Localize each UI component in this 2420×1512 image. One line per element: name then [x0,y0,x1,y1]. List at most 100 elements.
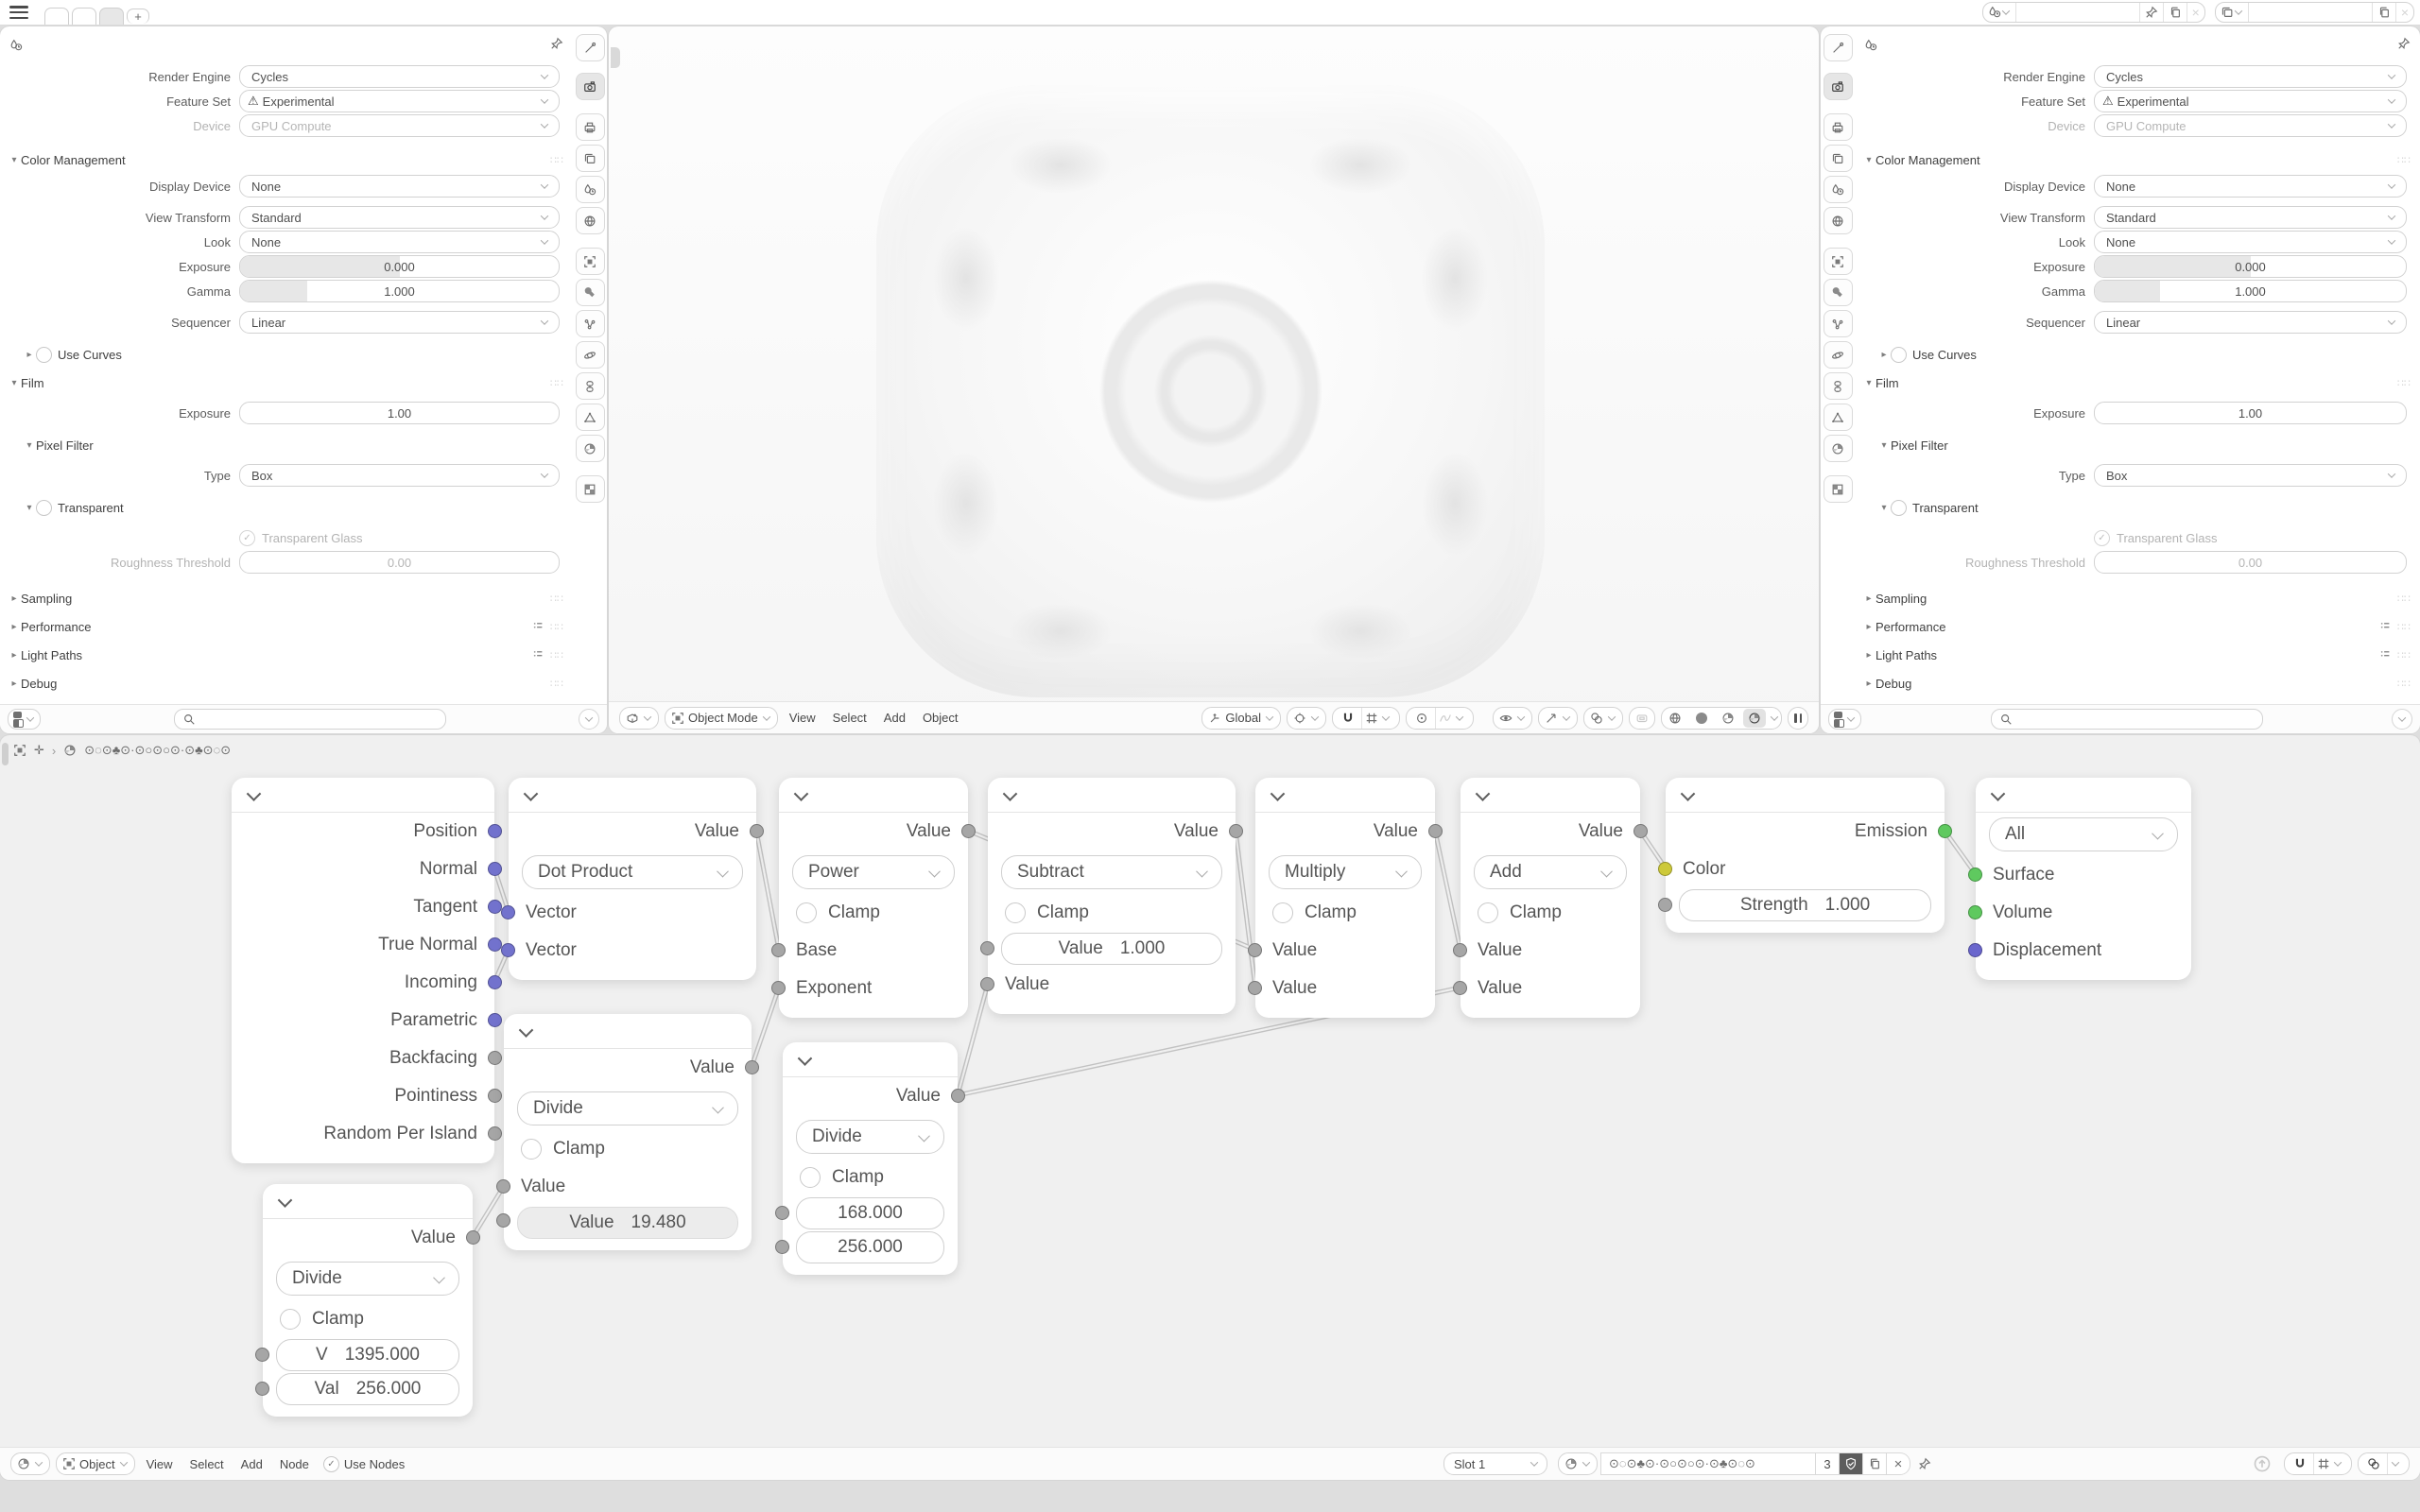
roughness-threshold-field[interactable]: 0.00 [2094,551,2407,574]
clamp-checkbox[interactable] [280,1309,301,1330]
node-vector-math-dot[interactable]: Value Dot Product Vector Vector [501,778,764,980]
sequencer-select[interactable]: Linear [2094,311,2407,334]
socket-true-normal[interactable] [488,937,502,952]
scene-browse-button[interactable] [1983,3,2016,22]
socket-value-1[interactable] [1453,943,1467,957]
value-field[interactable]: Value 1.000 [1001,933,1222,965]
collapse-chevron-icon[interactable] [1475,785,1491,801]
props-tab-constraints[interactable] [1823,372,1853,400]
props-tab-texture[interactable] [575,475,605,503]
proportional-falloff[interactable] [1435,707,1467,729]
color-management-section[interactable]: ▾ Color Management ∷∷ [0,146,573,174]
pixel-filter-section[interactable]: ▾ Pixel Filter [0,431,573,459]
workspace-tab-add-button[interactable]: + [127,9,149,24]
operation-dropdown[interactable]: Divide [796,1120,944,1154]
workspace-tab-3[interactable] [99,8,124,25]
socket-value-out[interactable] [745,1060,759,1074]
socket-value-out[interactable] [1428,824,1443,838]
props-tab-world[interactable] [575,207,605,234]
debug-section[interactable]: ▸ Debug ∷∷ [1855,669,2420,697]
snap-settings[interactable] [2313,1453,2345,1474]
look-select[interactable]: None [2094,231,2407,253]
workspace-tab-1[interactable] [44,8,69,25]
film-exposure-field[interactable]: 1.00 [2094,402,2407,424]
socket-volume[interactable] [1968,905,1982,919]
props-tab-scene[interactable] [1823,176,1853,203]
scene-name-field[interactable] [2016,3,2140,22]
film-section[interactable]: ▾ Film ∷∷ [0,369,573,397]
view-layer-name-field[interactable] [2249,3,2373,22]
props-tab-output[interactable] [1823,113,1853,141]
socket-color[interactable] [1658,862,1672,876]
menu-select[interactable]: Select [832,711,867,725]
xray-toggle[interactable] [1629,706,1655,730]
scene-delete-button[interactable]: × [2187,3,2204,22]
roughness-threshold-field[interactable]: 0.00 [239,551,560,574]
render-engine-select[interactable]: Cycles [2094,65,2407,88]
socket-surface[interactable] [1968,868,1982,882]
render-engine-select[interactable]: Cycles [239,65,560,88]
props-tab-physics[interactable] [575,341,605,369]
view-transform-select[interactable]: Standard [239,206,560,229]
drag-dots-icon[interactable]: ∷∷ [550,678,563,690]
use-curves-section[interactable]: ▸ Use Curves [0,340,573,369]
operation-dropdown[interactable]: Divide [276,1262,459,1296]
pin-icon[interactable] [1918,1457,1931,1470]
menu-add[interactable]: Add [240,1456,263,1471]
strength-field[interactable]: Strength 1.000 [1679,889,1931,921]
node-editor-scroll-nub[interactable] [2,743,9,765]
editor-type-selector[interactable] [10,1452,50,1475]
socket-value-out[interactable] [1634,824,1648,838]
new-material-button[interactable] [1863,1452,1887,1475]
material-browse-button[interactable] [1558,1452,1598,1475]
socket-base[interactable] [771,943,786,957]
film-section[interactable]: ▾ Film ∷∷ [1855,369,2420,397]
socket-vector-2[interactable] [501,943,515,957]
socket-value-2[interactable] [1453,981,1467,995]
clamp-checkbox[interactable] [800,1167,821,1188]
props-tab-material[interactable] [1823,435,1853,462]
shading-rendered-button[interactable] [1743,708,1766,728]
clamp-checkbox[interactable] [521,1139,542,1160]
device-select[interactable]: GPU Compute [2094,114,2407,137]
props-tab-object[interactable] [575,248,605,275]
visibility-dropdown[interactable] [1493,706,1532,730]
props-tab-tool[interactable] [1823,34,1853,61]
drag-dots-icon[interactable]: ∷∷ [2397,593,2411,605]
search-input[interactable] [173,709,446,730]
node-emission[interactable]: Emission Color Strength 1.000 [1658,778,1952,933]
debug-section[interactable]: ▸ Debug ∷∷ [0,669,573,697]
overlays-dropdown[interactable] [1583,706,1623,730]
mode-selector[interactable]: Object Mode [665,706,778,730]
menu-view[interactable]: View [788,711,816,725]
gamma-slider[interactable]: 1.000 [239,280,560,302]
drag-dots-icon[interactable]: ∷∷ [2397,649,2411,662]
props-tab-modifiers[interactable] [575,279,605,306]
view-transform-select[interactable]: Standard [2094,206,2407,229]
sequencer-select[interactable]: Linear [239,311,560,334]
film-exposure-field[interactable]: 1.00 [239,402,560,424]
socket-parametric[interactable] [488,1013,502,1027]
collapse-chevron-icon[interactable] [277,1192,293,1208]
socket-value-1[interactable] [496,1179,510,1194]
collapse-chevron-icon[interactable] [246,785,262,801]
socket-normal[interactable] [488,862,502,876]
menu-add[interactable]: Add [883,711,906,725]
props-tab-constraints[interactable] [575,372,605,400]
snap-toggle[interactable] [1339,708,1357,729]
collapse-chevron-icon[interactable] [518,1022,534,1038]
props-tab-physics[interactable] [1823,341,1853,369]
editor-type-selector[interactable] [619,706,659,730]
node-math-power[interactable]: Value Power Clamp Base Exponent [771,778,976,1018]
material-name-field[interactable]: ⊙◌⊙♣⊙·⊙○⊙○⊙·⊙♣⊙◌⊙ [1600,1452,1816,1475]
feature-set-select[interactable]: ⚠ Experimental [239,90,560,112]
socket-strength[interactable] [1658,898,1672,912]
drag-dots-icon[interactable]: ∷∷ [550,154,563,166]
light-paths-section[interactable]: ▸ Light Paths ∷∷ [0,641,573,669]
socket-value-out[interactable] [1229,824,1243,838]
options-dropdown-button[interactable] [579,709,599,730]
menu-view[interactable]: View [146,1456,173,1471]
sampling-section[interactable]: ▸ Sampling ∷∷ [1855,584,2420,612]
search-input[interactable] [1990,709,2263,730]
node-math-divide-a[interactable]: Value Divide Clamp Value Value 19.480 [496,1014,759,1250]
